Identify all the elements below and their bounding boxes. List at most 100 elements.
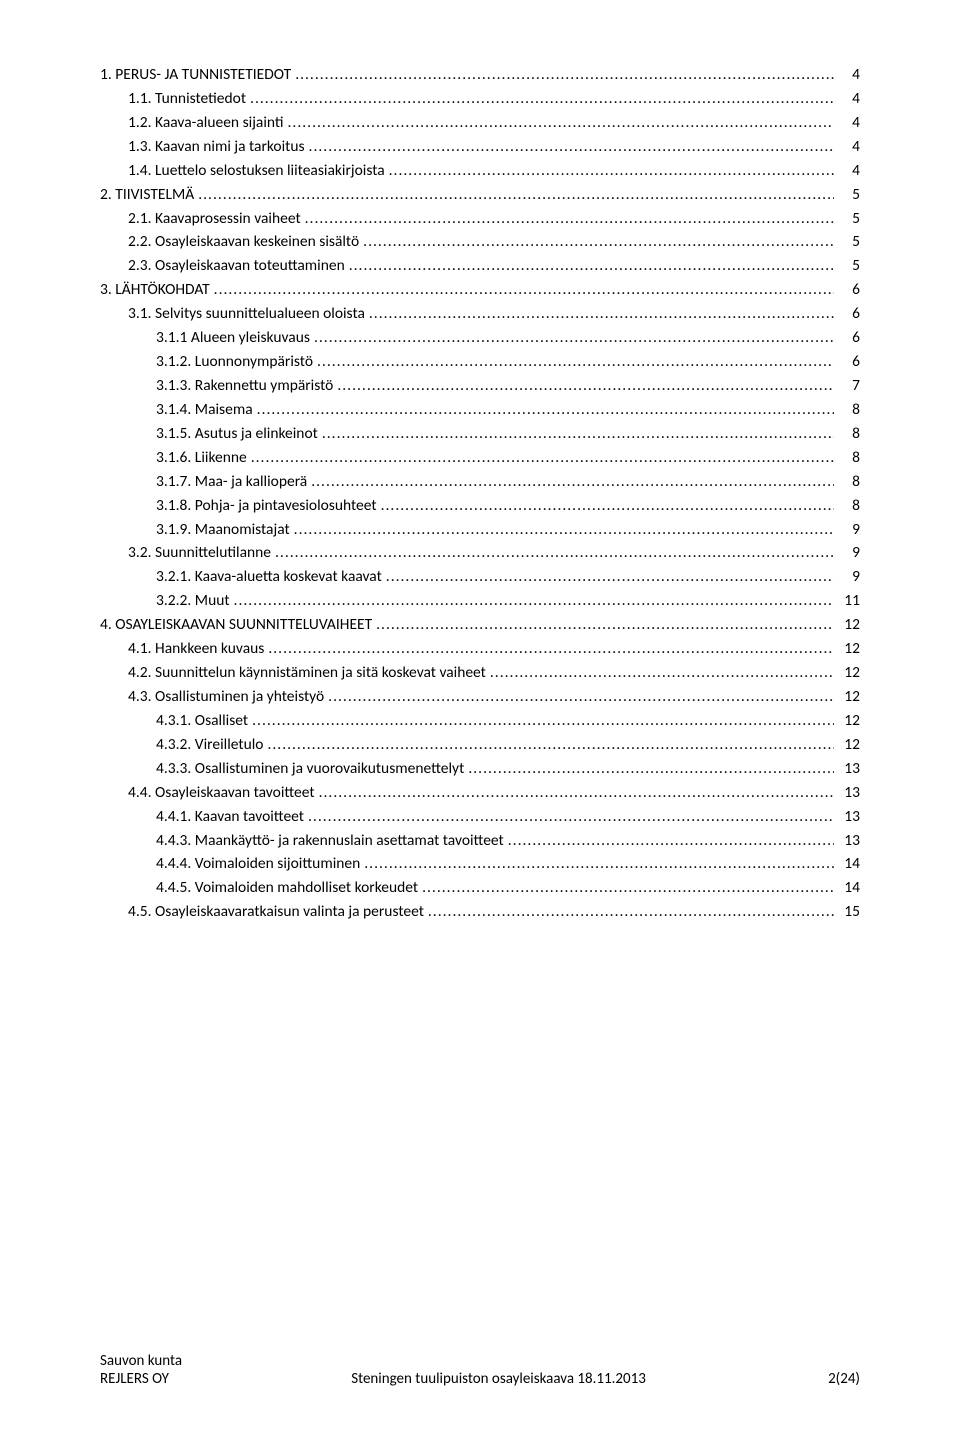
toc-leader-dots [288, 113, 834, 134]
toc-leader-dots [214, 280, 834, 301]
toc-entry-title: 1. PERUS- JA TUNNISTETIEDOT [100, 65, 291, 86]
toc-entry-title: 2.2. Osayleiskaavan keskeinen sisältö [128, 232, 359, 253]
toc-entry-title: 3.1.4. Maisema [156, 400, 253, 421]
toc-leader-dots [275, 543, 834, 564]
toc-leader-dots [317, 352, 834, 373]
toc-leader-dots [322, 424, 834, 445]
toc-entry-page: 9 [838, 567, 860, 588]
toc-entry-title: 4.3.1. Osalliset [156, 711, 248, 732]
toc-entry-page: 8 [838, 400, 860, 421]
toc-leader-dots [363, 232, 834, 253]
page-footer: Sauvon kunta REJLERS OY Steningen tuulip… [100, 1352, 860, 1388]
toc-leader-dots [234, 591, 834, 612]
toc-leader-dots [294, 520, 834, 541]
toc-entry-title: 4.2. Suunnittelun käynnistäminen ja sitä… [128, 663, 486, 684]
toc-leader-dots [251, 448, 834, 469]
toc-entry-page: 6 [838, 304, 860, 325]
toc-entry: 3.1.7. Maa- ja kallioperä 8 [100, 472, 860, 493]
toc-leader-dots [268, 639, 834, 660]
toc-leader-dots [381, 496, 834, 517]
toc-entry-page: 13 [838, 783, 860, 804]
toc-entry-title: 4.4.5. Voimaloiden mahdolliset korkeudet [156, 878, 418, 899]
table-of-contents: 1. PERUS- JA TUNNISTETIEDOT41.1. Tunnist… [100, 65, 860, 923]
toc-entry: 4.3.1. Osalliset 12 [100, 711, 860, 732]
toc-entry-title: 4.1. Hankkeen kuvaus [128, 639, 264, 660]
toc-entry: 1. PERUS- JA TUNNISTETIEDOT4 [100, 65, 860, 86]
toc-entry-page: 12 [838, 711, 860, 732]
toc-leader-dots [252, 711, 834, 732]
toc-entry: 3.1.6. Liikenne8 [100, 448, 860, 469]
toc-entry-page: 5 [838, 185, 860, 206]
toc-entry-title: 1.2. Kaava-alueen sijainti [128, 113, 284, 134]
toc-entry: 4.2. Suunnittelun käynnistäminen ja sitä… [100, 663, 860, 684]
toc-entry-page: 5 [838, 232, 860, 253]
toc-entry-title: 3.1.7. Maa- ja kallioperä [156, 472, 307, 493]
toc-entry-title: 3.1.3. Rakennettu ympäristö [156, 376, 333, 397]
toc-entry: 1.4. Luettelo selostuksen liiteasiakirjo… [100, 161, 860, 182]
toc-entry: 3.2.2. Muut 11 [100, 591, 860, 612]
toc-entry-page: 8 [838, 424, 860, 445]
toc-entry: 3.1.2. Luonnonympäristö6 [100, 352, 860, 373]
footer-org-line1: Sauvon kunta [100, 1352, 182, 1370]
toc-entry-title: 4.4.1. Kaavan tavoitteet [156, 807, 304, 828]
toc-leader-dots [250, 89, 834, 110]
toc-entry-page: 6 [838, 328, 860, 349]
toc-entry-page: 5 [838, 209, 860, 230]
toc-leader-dots [257, 400, 834, 421]
toc-entry: 4.1. Hankkeen kuvaus 12 [100, 639, 860, 660]
document-page: 1. PERUS- JA TUNNISTETIEDOT41.1. Tunnist… [0, 0, 960, 1436]
toc-entry-page: 15 [838, 902, 860, 923]
toc-leader-dots [386, 567, 834, 588]
toc-leader-dots [314, 328, 834, 349]
toc-entry-page: 8 [838, 472, 860, 493]
toc-entry-title: 2.3. Osayleiskaavan toteuttaminen [128, 256, 345, 277]
toc-entry-title: 1.3. Kaavan nimi ja tarkoitus [128, 137, 305, 158]
toc-entry: 3.1.4. Maisema 8 [100, 400, 860, 421]
toc-entry-page: 11 [838, 591, 860, 612]
toc-entry: 4.4.4. Voimaloiden sijoittuminen 14 [100, 854, 860, 875]
footer-page-number: 2(24) [828, 1370, 860, 1388]
toc-entry: 3.1.8. Pohja- ja pintavesiolosuhteet8 [100, 496, 860, 517]
toc-entry: 1.1. Tunnistetiedot4 [100, 89, 860, 110]
toc-entry-title: 3.1.5. Asutus ja elinkeinot [156, 424, 318, 445]
toc-entry: 4.4.5. Voimaloiden mahdolliset korkeudet… [100, 878, 860, 899]
toc-entry: 4.4.1. Kaavan tavoitteet 13 [100, 807, 860, 828]
toc-entry-title: 4.5. Osayleiskaavaratkaisun valinta ja p… [128, 902, 424, 923]
toc-leader-dots [508, 831, 834, 852]
toc-entry-page: 13 [838, 807, 860, 828]
toc-entry-title: 2. TIIVISTELMÄ [100, 185, 194, 206]
toc-entry-page: 13 [838, 759, 860, 780]
toc-entry: 4.3. Osallistuminen ja yhteistyö12 [100, 687, 860, 708]
toc-leader-dots [308, 807, 834, 828]
toc-entry: 3.1. Selvitys suunnittelualueen oloista 6 [100, 304, 860, 325]
toc-entry-page: 12 [838, 639, 860, 660]
toc-entry-page: 9 [838, 520, 860, 541]
toc-entry: 3.2. Suunnittelutilanne9 [100, 543, 860, 564]
toc-entry: 2. TIIVISTELMÄ 5 [100, 185, 860, 206]
toc-leader-dots [422, 878, 834, 899]
toc-entry-title: 3.1.8. Pohja- ja pintavesiolosuhteet [156, 496, 377, 517]
toc-entry-page: 6 [838, 352, 860, 373]
toc-entry: 3.1.1 Alueen yleiskuvaus6 [100, 328, 860, 349]
toc-entry-title: 3.1. Selvitys suunnittelualueen oloista [128, 304, 365, 325]
toc-entry-title: 3.2.2. Muut [156, 591, 230, 612]
toc-entry-page: 4 [838, 161, 860, 182]
toc-entry-page: 14 [838, 878, 860, 899]
toc-leader-dots [319, 783, 834, 804]
toc-entry-title: 4.4.4. Voimaloiden sijoittuminen [156, 854, 360, 875]
toc-leader-dots [311, 472, 834, 493]
toc-entry-title: 4.3.3. Osallistuminen ja vuorovaikutusme… [156, 759, 464, 780]
toc-entry-page: 12 [838, 663, 860, 684]
toc-entry-title: 2.1. Kaavaprosessin vaiheet [128, 209, 301, 230]
toc-entry-page: 9 [838, 543, 860, 564]
toc-leader-dots [295, 65, 834, 86]
toc-entry-page: 4 [838, 89, 860, 110]
toc-leader-dots [364, 854, 834, 875]
toc-entry-title: 3.1.6. Liikenne [156, 448, 247, 469]
toc-leader-dots [389, 161, 834, 182]
toc-entry-title: 4. OSAYLEISKAAVAN SUUNNITTELUVAIHEET [100, 615, 372, 636]
toc-entry-page: 14 [838, 854, 860, 875]
toc-entry-page: 12 [838, 735, 860, 756]
toc-entry: 2.3. Osayleiskaavan toteuttaminen5 [100, 256, 860, 277]
toc-leader-dots [305, 209, 834, 230]
